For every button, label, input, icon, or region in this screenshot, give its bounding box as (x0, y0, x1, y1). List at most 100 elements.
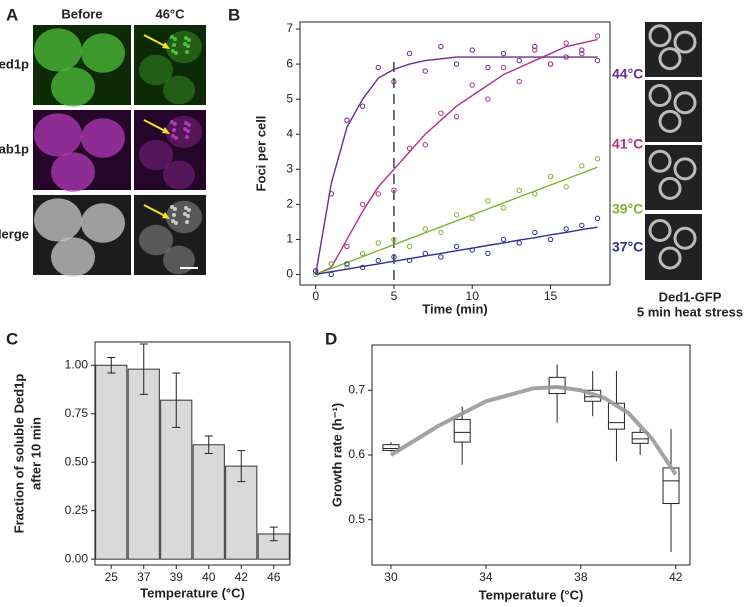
cell (139, 139, 173, 171)
cell (648, 149, 672, 173)
granule (186, 129, 190, 133)
granule (184, 206, 188, 210)
plot-frame (299, 21, 611, 286)
granule (183, 127, 187, 131)
granule (171, 49, 175, 53)
cell (658, 109, 682, 133)
point (375, 257, 381, 264)
x-tick-label: 40 (202, 570, 216, 584)
cell (673, 226, 697, 250)
scale-bar (180, 267, 198, 269)
point (438, 254, 444, 260)
cell (163, 160, 195, 190)
cell (34, 198, 82, 242)
point (453, 212, 460, 218)
point (516, 240, 522, 246)
point (359, 103, 366, 109)
granule (174, 51, 178, 55)
error-bar (237, 450, 246, 483)
cell (648, 84, 672, 107)
cell (658, 47, 682, 71)
x-tick-label: 34 (479, 570, 493, 584)
image-caption: 5 min heat stress (637, 304, 743, 319)
y-tick-label: 4 (286, 126, 293, 140)
point (422, 142, 428, 148)
point (516, 57, 522, 64)
error-bar (107, 357, 116, 374)
cell (51, 237, 95, 277)
cell (163, 245, 195, 275)
point (391, 78, 397, 85)
granule (184, 121, 188, 125)
y-tick-label: 7 (286, 21, 293, 35)
cell (658, 176, 682, 200)
point (328, 191, 335, 197)
point (312, 268, 319, 274)
point (547, 173, 554, 179)
arrow-head (162, 127, 170, 134)
point (359, 201, 366, 208)
point (344, 243, 350, 250)
x-axis-title: Time (min) (422, 301, 488, 316)
point (469, 215, 475, 222)
cell (648, 24, 672, 48)
x-tick-label: 30 (384, 570, 398, 584)
panel-label: D (325, 329, 337, 348)
fit-line (315, 38, 598, 276)
granule (171, 219, 175, 223)
granule (173, 207, 177, 211)
cell (81, 203, 125, 243)
point (500, 205, 507, 211)
granule (172, 213, 176, 217)
fit-curve (389, 385, 678, 476)
point (579, 47, 585, 53)
granule (171, 134, 175, 138)
point (422, 226, 428, 232)
granule (186, 44, 190, 48)
cell (34, 28, 82, 72)
arrow-head (162, 212, 170, 219)
point (516, 78, 522, 85)
legend-label: 37°C (612, 239, 643, 255)
column-header: Before (61, 6, 102, 21)
x-axis-title: Temperature (°C) (479, 587, 584, 602)
y-tick-label: 6 (286, 56, 293, 70)
y-tick-label: 1 (286, 232, 293, 246)
y-tick-label: 2 (286, 197, 293, 211)
granule (170, 205, 174, 209)
panel-label: B (228, 5, 240, 24)
point (375, 191, 381, 197)
x-tick-label: 38 (574, 570, 588, 584)
point (328, 261, 335, 267)
cell (139, 224, 173, 256)
x-axis-title: Temperature (°C) (140, 585, 245, 600)
granule (174, 136, 178, 140)
point (516, 187, 522, 194)
error-bar (172, 372, 181, 428)
point (500, 64, 507, 71)
y-axis-title: Fraction of soluble Ded1p (11, 374, 26, 534)
y-tick-label: 0.6 (348, 447, 365, 461)
micrograph (134, 195, 206, 275)
legend-label: 44°C (612, 66, 643, 82)
micrograph (134, 110, 206, 190)
cell (163, 75, 195, 105)
granule (185, 135, 189, 139)
point (563, 226, 569, 232)
granule (183, 42, 187, 46)
granule (187, 38, 191, 42)
fit-line (315, 226, 598, 276)
point (453, 243, 460, 250)
point (532, 47, 538, 53)
point (532, 43, 538, 50)
cell (81, 118, 125, 158)
cell (51, 152, 95, 192)
point (485, 96, 491, 102)
point (406, 145, 413, 151)
point (406, 50, 413, 57)
cell (658, 246, 682, 270)
y-axis-title: Growth rate (h⁻¹) (329, 403, 344, 507)
box (453, 418, 471, 443)
fit-line (315, 166, 598, 276)
y-tick-label: 0 (286, 267, 293, 281)
